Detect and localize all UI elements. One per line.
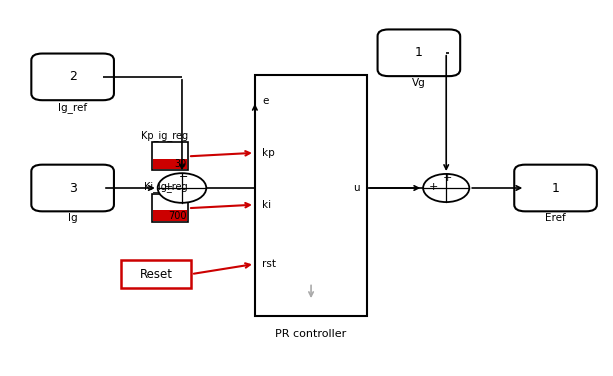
Text: Ig: Ig [68, 213, 77, 223]
FancyBboxPatch shape [31, 53, 114, 100]
Circle shape [423, 174, 470, 202]
FancyBboxPatch shape [378, 29, 460, 76]
Circle shape [158, 173, 206, 203]
Text: Ig_ref: Ig_ref [58, 102, 87, 112]
Text: −: − [178, 172, 188, 182]
Bar [151, 194, 188, 222]
Text: rst: rst [262, 259, 276, 269]
Bar [121, 260, 191, 288]
Text: Kp_ig_reg: Kp_ig_reg [141, 130, 188, 141]
Text: e: e [262, 96, 268, 106]
Text: kp: kp [262, 148, 275, 158]
Bar [151, 143, 188, 170]
Text: 30: 30 [174, 159, 186, 169]
Text: Reset: Reset [140, 268, 173, 280]
Text: 2: 2 [69, 70, 77, 83]
Text: 700: 700 [168, 211, 186, 220]
Text: +: + [429, 182, 438, 192]
Text: 1: 1 [552, 182, 560, 194]
Text: Vg: Vg [412, 77, 426, 88]
Text: PR controller: PR controller [275, 329, 347, 339]
Text: ki: ki [262, 200, 272, 210]
Bar [153, 211, 187, 221]
Text: u: u [353, 183, 360, 193]
Text: 1: 1 [415, 46, 423, 59]
Text: 3: 3 [69, 182, 77, 194]
Text: Ki_ig_reg: Ki_ig_reg [145, 182, 188, 193]
Text: Eref: Eref [545, 213, 566, 223]
Text: +: + [443, 173, 452, 183]
Text: +: + [164, 182, 173, 191]
FancyBboxPatch shape [514, 165, 597, 211]
Bar [255, 75, 367, 316]
Bar [153, 159, 187, 170]
FancyBboxPatch shape [31, 165, 114, 211]
